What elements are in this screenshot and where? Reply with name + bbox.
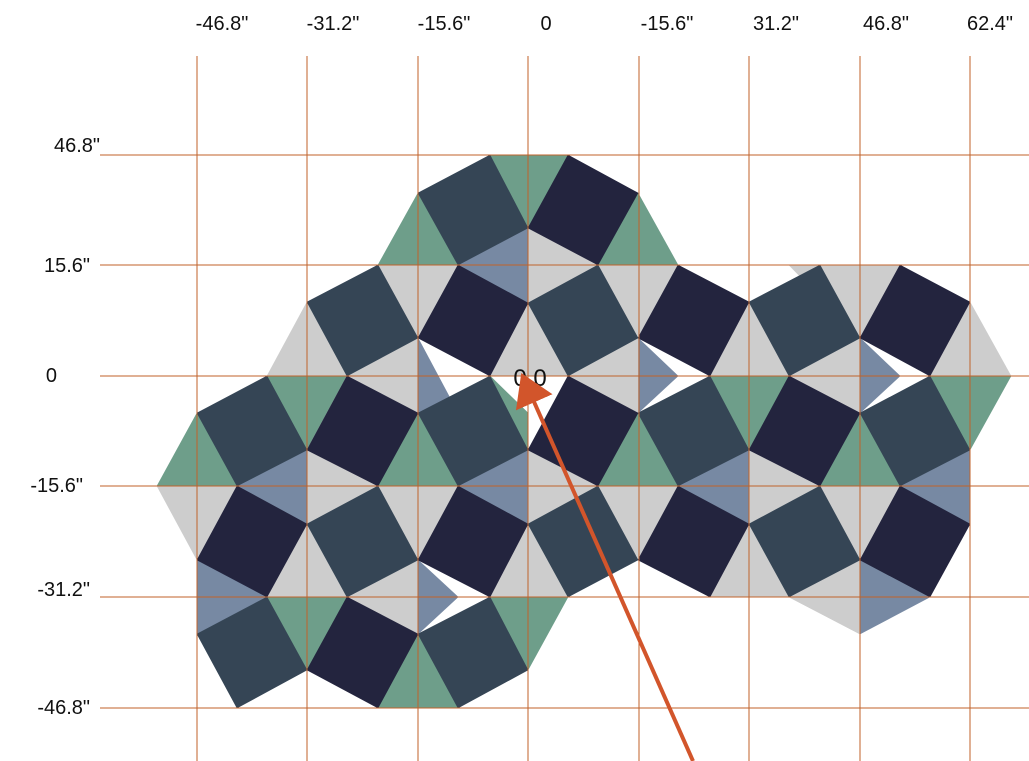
pointer-arrow — [515, 373, 695, 761]
y-tick-label: -31.2" — [37, 579, 90, 601]
y-tick-label: -15.6" — [30, 475, 83, 497]
x-tick-label: -46.8" — [196, 13, 249, 35]
y-tick-label: 46.8" — [54, 135, 100, 157]
grid-lines — [100, 56, 1029, 761]
y-tick-label: 0 — [46, 365, 57, 387]
tile-layer — [156, 154, 1012, 709]
origin-label: 0.0 — [513, 365, 546, 392]
x-tick-label: 62.4" — [967, 13, 1013, 35]
y-tick-label: -46.8" — [37, 697, 90, 719]
y-axis-labels: 46.8" 15.6" 0 -15.6" -31.2" -46.8" — [30, 135, 100, 719]
x-tick-label: -15.6" — [641, 13, 694, 35]
x-axis-labels: -46.8" -31.2" -15.6" 0 -15.6" 31.2" 46.8… — [196, 13, 1013, 35]
y-tick-label: 15.6" — [44, 255, 90, 277]
x-tick-label: 0 — [540, 13, 551, 35]
x-tick-label: 46.8" — [863, 13, 909, 35]
x-tick-label: -15.6" — [418, 13, 471, 35]
x-tick-label: 31.2" — [753, 13, 799, 35]
triangle-tile — [788, 596, 861, 635]
x-tick-label: -31.2" — [307, 13, 360, 35]
